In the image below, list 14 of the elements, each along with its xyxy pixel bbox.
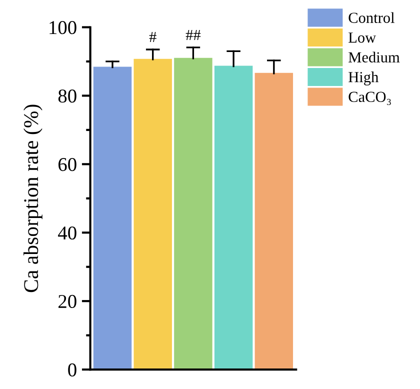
y-tick-label: 0 bbox=[68, 363, 76, 376]
y-tick-label: 80 bbox=[58, 90, 76, 103]
y-tick-label: 60 bbox=[58, 158, 76, 172]
annotation: # bbox=[149, 32, 156, 42]
legend-label: Control bbox=[348, 12, 394, 23]
y-axis-title: Ca absorption rate (%) bbox=[23, 104, 42, 292]
y-tick-label: 40 bbox=[58, 226, 76, 240]
annotation: ## bbox=[186, 30, 201, 40]
legend-label: Low bbox=[348, 32, 376, 43]
legend-label: High bbox=[348, 71, 378, 86]
y-tick-label: 20 bbox=[58, 294, 76, 308]
legend-label: CaCO₃ bbox=[348, 92, 391, 106]
y-tick-label: 100 bbox=[50, 21, 76, 34]
legend-label: Medium bbox=[348, 52, 400, 62]
